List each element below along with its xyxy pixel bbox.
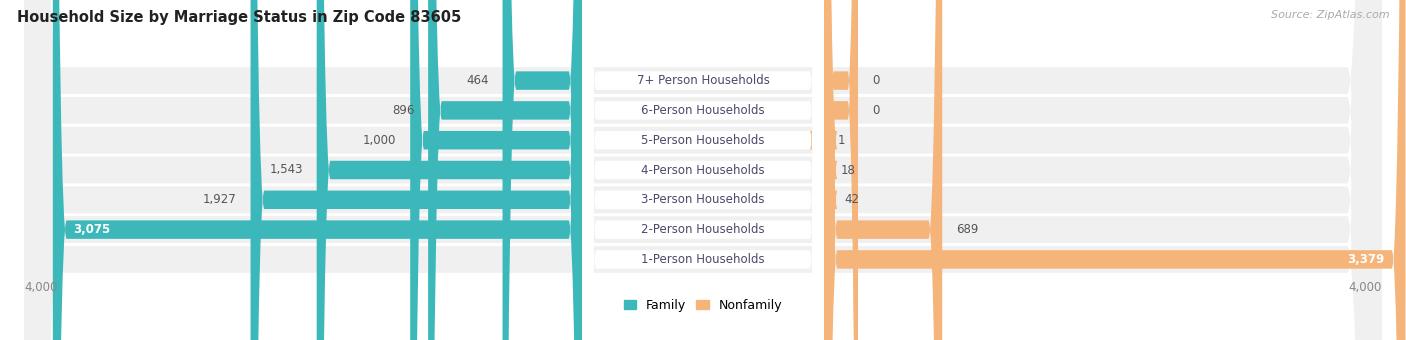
Text: 0: 0	[872, 104, 879, 117]
FancyBboxPatch shape	[582, 0, 824, 340]
Text: 3-Person Households: 3-Person Households	[641, 193, 765, 206]
Text: Source: ZipAtlas.com: Source: ZipAtlas.com	[1271, 10, 1389, 20]
Text: 42: 42	[845, 193, 859, 206]
FancyBboxPatch shape	[427, 0, 582, 340]
FancyBboxPatch shape	[582, 0, 824, 340]
FancyBboxPatch shape	[24, 0, 1382, 340]
Text: 689: 689	[956, 223, 979, 236]
Text: 464: 464	[467, 74, 489, 87]
FancyBboxPatch shape	[824, 0, 858, 340]
Text: 3,379: 3,379	[1347, 253, 1385, 266]
Text: 5-Person Households: 5-Person Households	[641, 134, 765, 147]
Text: 4-Person Households: 4-Person Households	[641, 164, 765, 176]
FancyBboxPatch shape	[824, 0, 942, 340]
FancyBboxPatch shape	[53, 0, 582, 340]
FancyBboxPatch shape	[810, 0, 838, 340]
FancyBboxPatch shape	[24, 0, 1382, 340]
Text: 1,000: 1,000	[363, 134, 396, 147]
Text: 3,075: 3,075	[73, 223, 111, 236]
Legend: Family, Nonfamily: Family, Nonfamily	[624, 299, 782, 312]
FancyBboxPatch shape	[813, 0, 838, 340]
FancyBboxPatch shape	[582, 0, 824, 340]
FancyBboxPatch shape	[817, 0, 838, 340]
FancyBboxPatch shape	[824, 0, 1406, 340]
FancyBboxPatch shape	[24, 0, 1382, 340]
FancyBboxPatch shape	[582, 0, 824, 340]
Text: 0: 0	[872, 74, 879, 87]
Text: 7+ Person Households: 7+ Person Households	[637, 74, 769, 87]
FancyBboxPatch shape	[411, 0, 582, 340]
Text: 2-Person Households: 2-Person Households	[641, 223, 765, 236]
Text: 4,000: 4,000	[1348, 281, 1382, 294]
FancyBboxPatch shape	[24, 0, 1382, 340]
FancyBboxPatch shape	[250, 0, 582, 340]
Text: 896: 896	[392, 104, 415, 117]
Text: 6-Person Households: 6-Person Households	[641, 104, 765, 117]
FancyBboxPatch shape	[24, 0, 1382, 340]
FancyBboxPatch shape	[316, 0, 582, 340]
Text: 1-Person Households: 1-Person Households	[641, 253, 765, 266]
FancyBboxPatch shape	[582, 0, 824, 340]
FancyBboxPatch shape	[582, 0, 824, 340]
FancyBboxPatch shape	[824, 0, 858, 340]
Text: 1,543: 1,543	[270, 164, 302, 176]
FancyBboxPatch shape	[24, 0, 1382, 340]
Text: Household Size by Marriage Status in Zip Code 83605: Household Size by Marriage Status in Zip…	[17, 10, 461, 25]
Text: 1: 1	[838, 134, 845, 147]
Text: 18: 18	[841, 164, 855, 176]
Text: 4,000: 4,000	[24, 281, 58, 294]
FancyBboxPatch shape	[502, 0, 582, 340]
FancyBboxPatch shape	[24, 0, 1382, 340]
FancyBboxPatch shape	[582, 0, 824, 340]
Text: 1,927: 1,927	[202, 193, 236, 206]
